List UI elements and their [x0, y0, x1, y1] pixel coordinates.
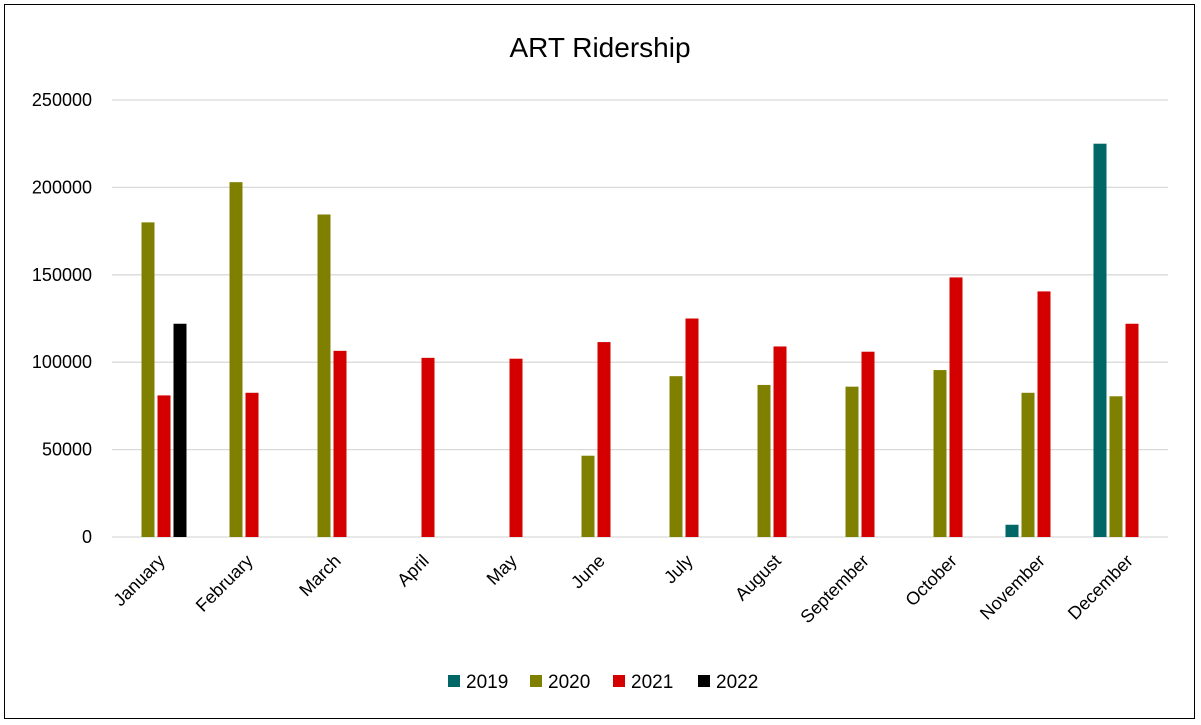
legend: 2019 2020 2021 2022 [448, 672, 758, 693]
legend-label: 2021 [631, 672, 673, 693]
y-tick-label: 0 [82, 527, 92, 547]
bar-2020-january [141, 222, 155, 538]
bar-2020-october [933, 370, 947, 537]
legend-swatch [448, 675, 460, 687]
y-tick-label: 100000 [32, 352, 92, 372]
bar-2021-august [773, 346, 787, 537]
x-tick-label: March [295, 551, 345, 601]
chart-title: ART Ridership [509, 32, 690, 63]
bar-2021-july [685, 318, 699, 537]
legend-label: 2022 [716, 672, 758, 693]
x-tick-label: May [483, 551, 521, 589]
bar-2019-november [1005, 524, 1019, 537]
legend-swatch [698, 675, 710, 687]
x-tick-label: September [796, 551, 872, 627]
x-tick-label: June [567, 551, 609, 593]
bars [141, 143, 1139, 538]
x-tick-label: February [192, 551, 257, 616]
bar-2020-august [757, 384, 771, 537]
bar-2021-september [861, 351, 875, 537]
bar-2021-february [245, 392, 259, 537]
legend-label: 2019 [466, 672, 508, 693]
bar-2021-january [157, 395, 171, 537]
x-tick-label: August [731, 551, 785, 605]
x-tick-label: April [393, 551, 433, 591]
bar-2020-march [317, 214, 331, 537]
bar-2020-july [669, 376, 683, 537]
bar-2020-november [1021, 392, 1035, 537]
x-tick-label: January [109, 551, 168, 610]
gridlines [112, 99, 1168, 538]
bar-2021-december [1125, 323, 1139, 537]
bar-2020-december [1109, 396, 1123, 537]
y-tick-label: 50000 [42, 440, 92, 460]
bar-2021-april [421, 357, 435, 537]
x-axis-ticks: January February March April May June July Augu… [109, 551, 1136, 627]
bar-2022-january [173, 323, 187, 537]
bar-2020-september [845, 386, 859, 537]
y-tick-label: 150000 [32, 265, 92, 285]
x-tick-label: December [1064, 551, 1137, 624]
bar-2019-december [1093, 143, 1107, 537]
bar-2021-june [597, 342, 611, 537]
x-tick-label: July [660, 551, 697, 588]
bar-2021-october [949, 277, 963, 537]
legend-swatch [530, 675, 542, 687]
bar-2021-march [333, 350, 347, 537]
y-tick-label: 200000 [32, 177, 92, 197]
bar-2021-november [1037, 291, 1051, 537]
x-tick-label: November [976, 551, 1049, 624]
bar-2020-june [581, 455, 595, 537]
x-tick-label: October [901, 551, 960, 610]
y-axis-ticks: 0 50000 100000 150000 200000 250000 [32, 90, 92, 547]
legend-swatch [613, 675, 625, 687]
bar-2020-february [229, 182, 243, 537]
bar-2021-may [509, 358, 523, 537]
legend-label: 2020 [548, 672, 590, 693]
y-tick-label: 250000 [32, 90, 92, 110]
